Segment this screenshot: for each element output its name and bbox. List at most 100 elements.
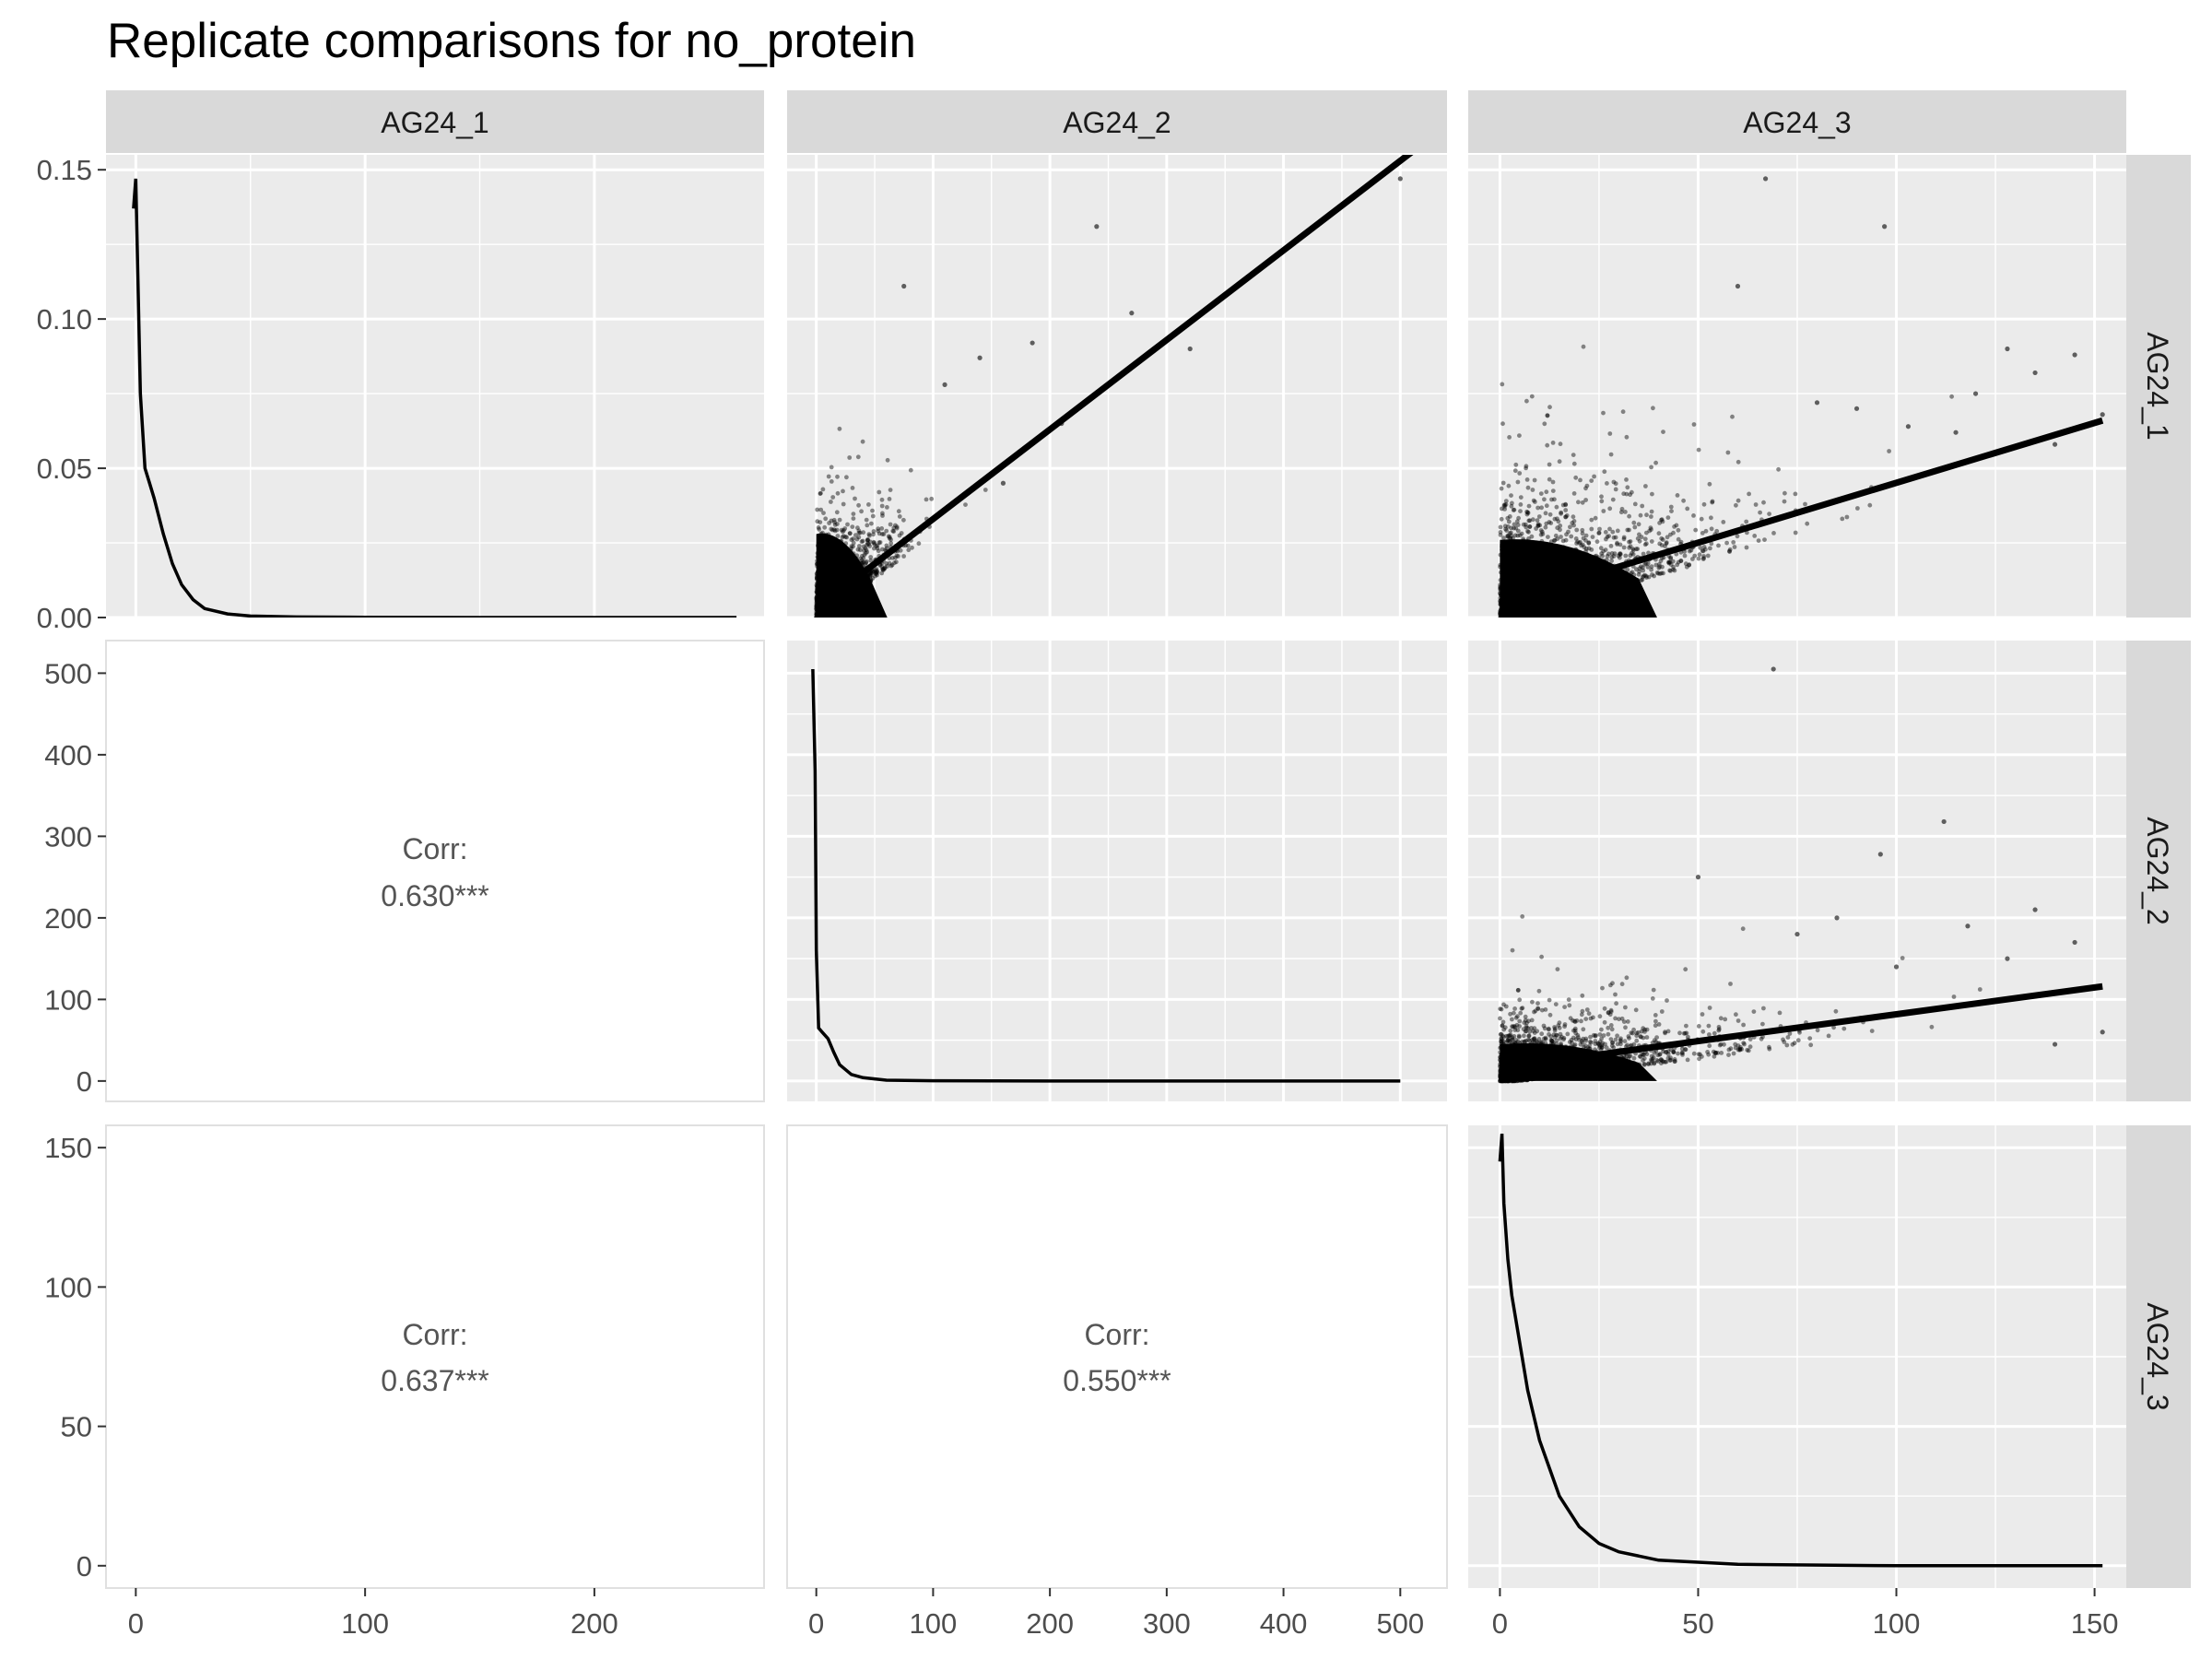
scatter-point xyxy=(905,543,911,548)
scatter-point xyxy=(885,564,890,569)
scatter-point xyxy=(1515,987,1521,993)
scatter-point xyxy=(1508,1029,1513,1033)
scatter-point xyxy=(1701,501,1707,507)
scatter-point xyxy=(816,525,821,530)
scatter-point xyxy=(1650,572,1654,577)
scatter-point xyxy=(1587,1043,1592,1048)
scatter-point xyxy=(890,556,895,560)
scatter-point xyxy=(1524,524,1529,530)
scatter-point xyxy=(1644,512,1649,518)
scatter-point xyxy=(1613,535,1618,540)
scatter-point xyxy=(1671,1050,1677,1054)
scatter-point xyxy=(1688,547,1694,553)
scatter-point xyxy=(1615,542,1619,547)
scatter-point xyxy=(1663,1030,1667,1035)
scatter-point xyxy=(818,490,823,496)
scatter-point xyxy=(1498,530,1503,535)
scatter-point xyxy=(868,555,874,559)
scatter-point xyxy=(1594,539,1600,545)
scatter-point xyxy=(1627,545,1632,550)
scatter-point xyxy=(1690,557,1695,561)
scatter-point xyxy=(1581,1027,1586,1032)
scatter-point xyxy=(1512,533,1518,538)
scatter-point xyxy=(881,532,887,536)
scatter-point xyxy=(1581,344,1586,349)
scatter-point xyxy=(1504,528,1509,533)
scatter-point xyxy=(1707,1032,1712,1037)
scatter-point xyxy=(1666,559,1671,565)
scatter-point xyxy=(901,517,906,523)
scatter-point xyxy=(1900,956,1905,960)
scatter-point xyxy=(1561,1035,1567,1041)
scatter-point xyxy=(1674,551,1679,557)
scatter-point xyxy=(1539,1007,1545,1013)
scatter-point xyxy=(1654,571,1660,575)
scatter-point xyxy=(1543,524,1548,530)
scatter-point xyxy=(1692,553,1698,559)
scatter-point xyxy=(1530,517,1535,523)
scatter-point xyxy=(1671,530,1676,535)
scatter-point xyxy=(1625,527,1630,533)
scatter-point xyxy=(1547,1012,1553,1018)
scatter-point xyxy=(831,527,837,532)
scatter-point xyxy=(1712,1053,1717,1059)
scatter-point xyxy=(1730,414,1735,419)
scatter-point xyxy=(1505,1038,1511,1042)
scatter-point xyxy=(1592,474,1596,479)
scatter-point xyxy=(1532,1037,1536,1041)
scatter-point xyxy=(1656,1022,1662,1027)
scatter-point xyxy=(1609,1027,1615,1032)
scatter-point xyxy=(1676,559,1681,565)
scatter-point xyxy=(829,526,834,532)
scatter-point xyxy=(1534,526,1538,531)
scatter-point xyxy=(1641,1062,1647,1067)
scatter-point xyxy=(897,514,902,519)
scatter-point xyxy=(1682,553,1688,559)
panel-background xyxy=(106,155,764,618)
scatter-point xyxy=(862,552,867,558)
scatter-point xyxy=(1600,1041,1605,1046)
scatter-point xyxy=(1535,1001,1540,1006)
scatter-point xyxy=(1545,442,1550,448)
scatter-point xyxy=(1713,1050,1718,1055)
scatter-point xyxy=(1585,1045,1591,1050)
scatter-point xyxy=(1605,535,1610,539)
scatter-point xyxy=(1611,1045,1617,1050)
top-strip-AG24_3: AG24_3 xyxy=(1468,90,2126,153)
scatter-point xyxy=(1601,548,1606,554)
scatter-point xyxy=(1624,491,1630,497)
scatter-point xyxy=(906,547,912,553)
scatter-point xyxy=(1563,502,1569,508)
scatter-point xyxy=(1597,1039,1603,1044)
scatter-point xyxy=(982,488,988,492)
scatter-point xyxy=(1782,1040,1787,1044)
scatter-point xyxy=(871,529,877,534)
panel-r1-c3 xyxy=(1468,155,2126,619)
scatter-point xyxy=(1646,550,1651,556)
strip-label-col-2: AG24_2 xyxy=(1063,106,1171,139)
scatter-point xyxy=(1517,1034,1522,1040)
scatter-point xyxy=(1833,1008,1839,1014)
scatter-point xyxy=(856,535,862,540)
scatter-point xyxy=(1609,555,1615,559)
scatter-point xyxy=(860,538,865,544)
scatter-point xyxy=(1636,571,1641,577)
scatter-point xyxy=(1649,527,1653,532)
scatter-point xyxy=(1607,1012,1613,1018)
scatter-point xyxy=(842,526,848,531)
scatter-point xyxy=(1668,555,1674,560)
scatter-point xyxy=(1623,1005,1628,1010)
strip-label-row-3: AG24_3 xyxy=(2141,1302,2174,1410)
scatter-point xyxy=(1714,528,1720,534)
scatter-point xyxy=(1643,573,1649,579)
scatter-point xyxy=(872,546,877,551)
scatter-point xyxy=(1598,546,1604,551)
scatter-point xyxy=(1596,1042,1602,1048)
scatter-point xyxy=(1583,533,1589,538)
scatter-point xyxy=(1562,1005,1567,1009)
scatter-point xyxy=(1510,1017,1514,1022)
scatter-point xyxy=(1727,549,1732,554)
scatter-point xyxy=(1635,547,1641,551)
scatter-point xyxy=(1630,1030,1635,1036)
scatter-point xyxy=(1500,1033,1505,1039)
